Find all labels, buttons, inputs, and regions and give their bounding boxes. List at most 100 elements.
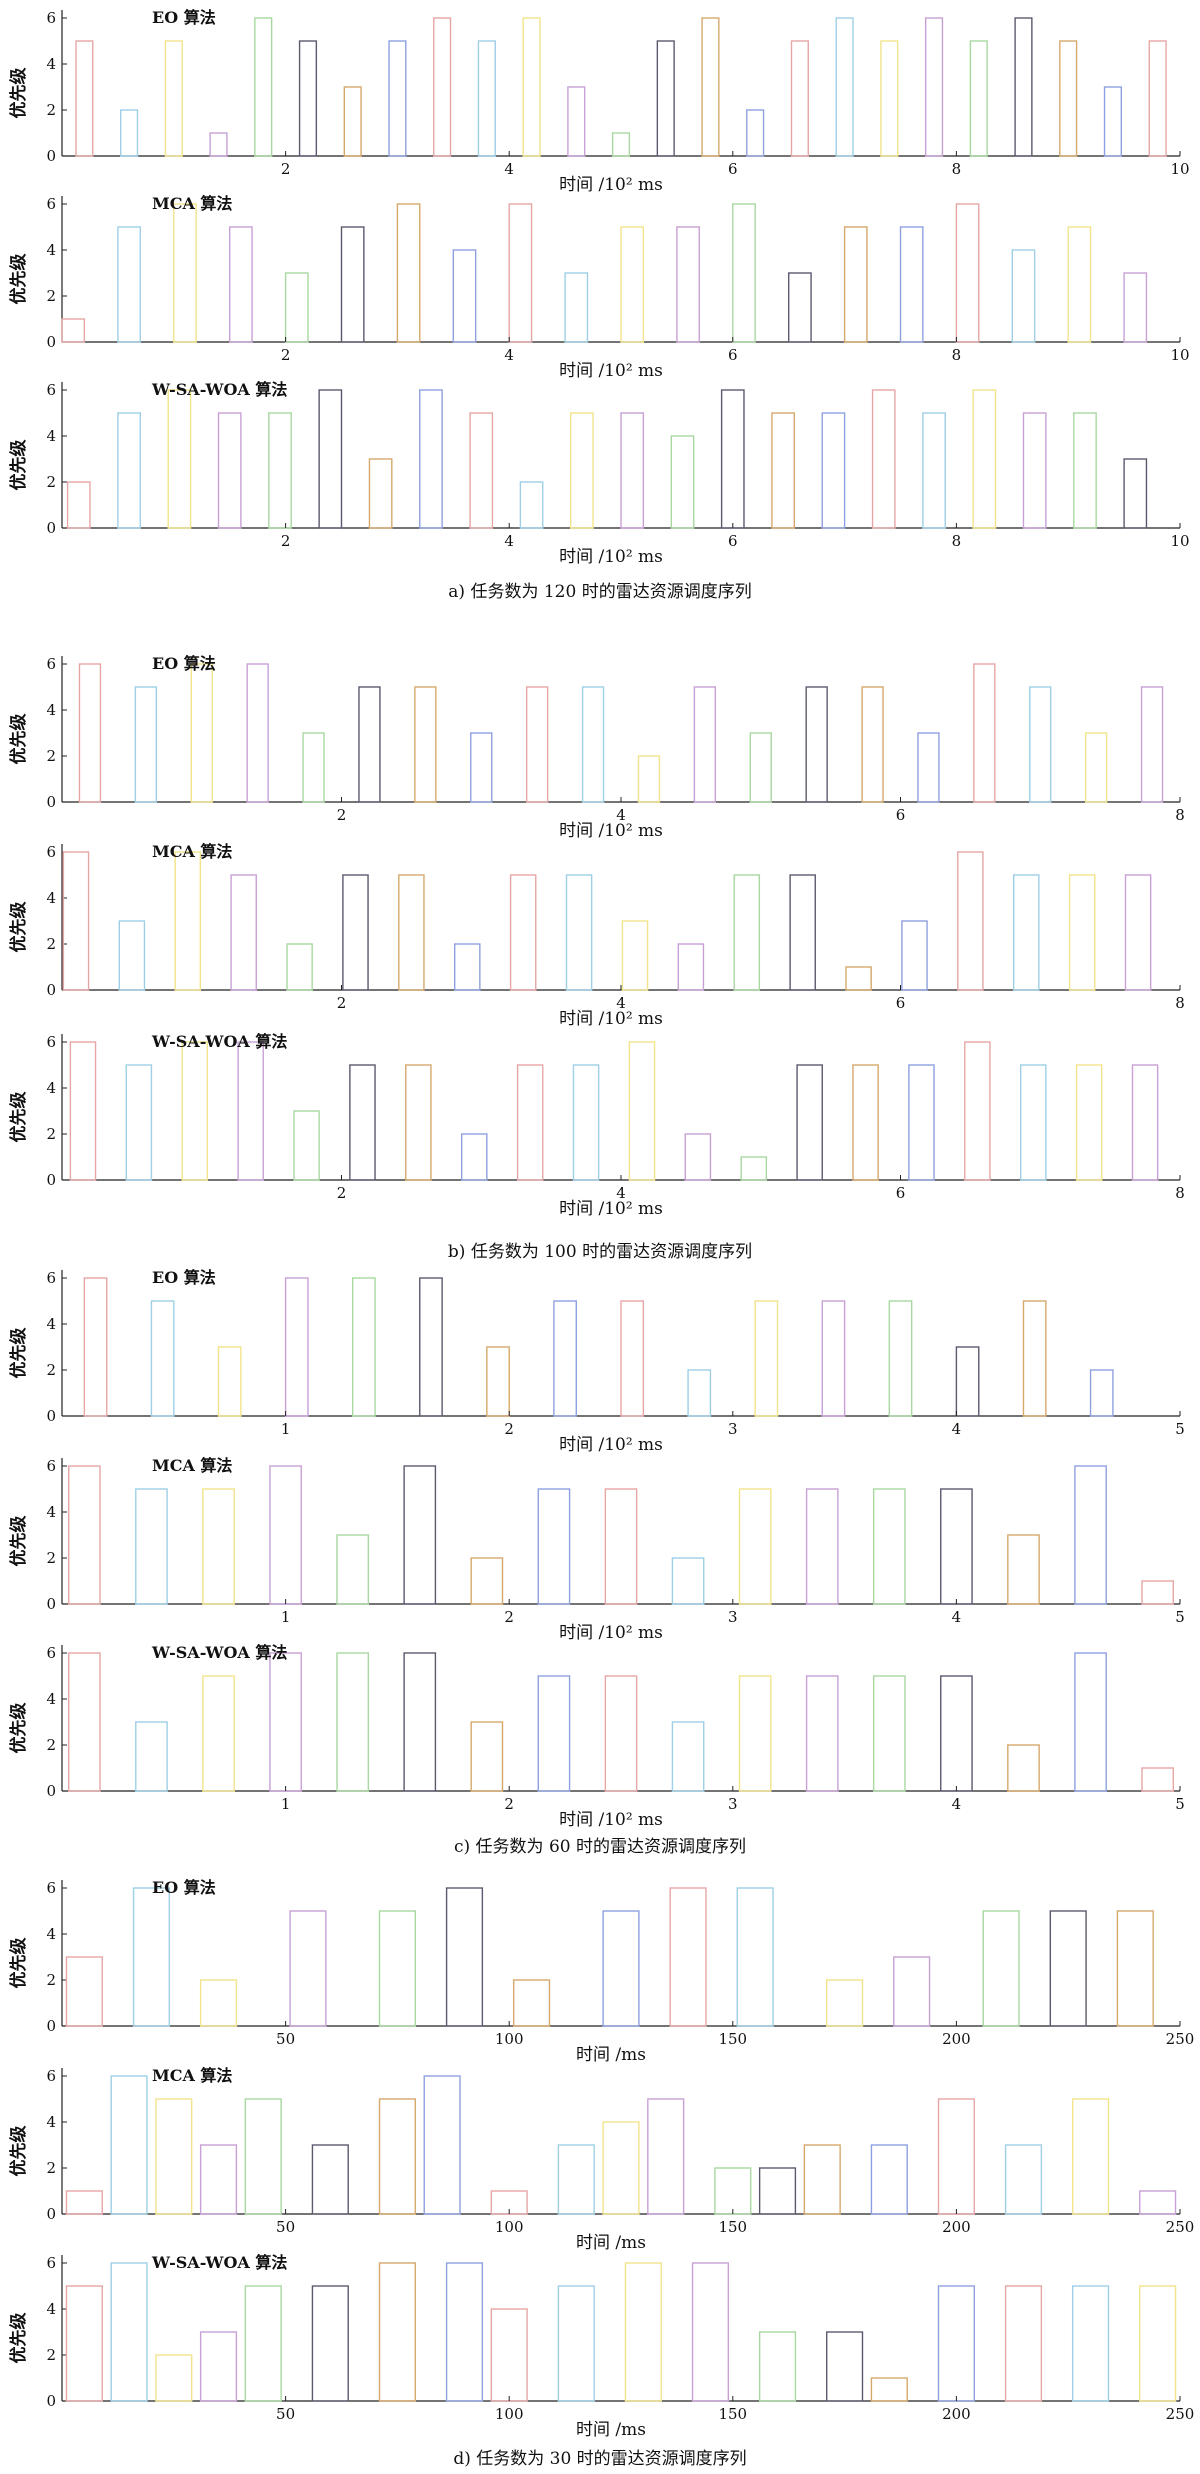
x-tick-label: 2 [281,160,291,178]
bar [796,1064,823,1181]
bar [1148,40,1167,157]
y-tick-label: 0 [46,519,56,537]
y-tick-label: 2 [46,1736,56,1754]
bar [336,1534,370,1605]
y-tick-label: 0 [46,2205,56,2223]
x-axis-label: 时间 /10² ms [559,821,663,841]
x-tick-label: 5 [1175,1608,1185,1626]
bar [872,1488,906,1605]
bar [1141,1767,1174,1792]
bar [771,412,795,529]
y-tick-label: 6 [46,195,56,213]
x-tick-label: 10 [1170,346,1189,364]
bar [1007,1744,1040,1792]
bar [246,663,269,803]
bar [805,686,828,803]
bar [1123,272,1148,343]
bar [1059,40,1078,157]
y-tick-label: 6 [46,1269,56,1287]
bar [286,943,313,991]
y-tick-label: 0 [46,981,56,999]
bar [1116,1910,1154,2027]
y-tick-label: 6 [46,1879,56,1897]
bar [790,40,809,157]
x-tick-label: 6 [896,994,906,1012]
bar [964,1041,991,1181]
bar [519,481,544,529]
bar [209,132,228,157]
bar [701,17,720,157]
figure-caption: a) 任务数为 120 时的雷达资源调度序列 [448,582,751,602]
bar [298,40,318,157]
bar [403,1652,437,1792]
bar [852,1064,879,1181]
y-tick-label: 6 [46,381,56,399]
x-tick-label: 200 [942,2405,971,2423]
bar [691,2262,730,2402]
x-tick-label: 6 [896,1184,906,1202]
y-tick-label: 2 [46,2159,56,2177]
bar [647,2098,685,2215]
x-tick-label: 50 [276,2030,295,2048]
bar [433,17,452,157]
bar [173,203,197,343]
bar [135,1488,168,1605]
bar [872,1675,906,1792]
bar [620,1300,645,1417]
bar [637,755,661,803]
x-tick-label: 3 [728,1608,738,1626]
bar [318,389,343,529]
panel-title: W-SA-WOA 算法 [151,2253,287,2272]
bar [553,1300,577,1417]
x-axis-label: 时间 /10² ms [559,361,663,381]
y-axis-label: 优先级 [8,2126,29,2177]
bar [470,1721,504,1792]
bar [155,2098,193,2215]
panel-title: EO 算法 [152,1268,216,1287]
y-tick-label: 4 [46,2300,56,2318]
bar [512,1979,551,2027]
x-tick-label: 100 [495,2030,524,2048]
bar [460,1133,488,1181]
bar [1007,1534,1040,1605]
bar [621,920,649,991]
x-tick-label: 150 [718,2030,747,2048]
bar [940,1488,973,1605]
y-tick-label: 0 [46,1782,56,1800]
y-tick-label: 2 [46,1361,56,1379]
y-tick-label: 6 [46,1033,56,1051]
bar [1071,2285,1110,2402]
bar [1004,2285,1043,2402]
bar [1074,1652,1107,1792]
bar [378,2098,416,2215]
bar [1089,1369,1114,1417]
y-axis-label: 优先级 [8,68,29,119]
bar [398,874,425,991]
bar [78,663,102,803]
bar [486,1346,510,1417]
bar [181,1041,209,1181]
x-tick-label: 8 [952,346,962,364]
y-axis-label: 优先级 [8,2313,29,2364]
x-tick-label: 6 [728,346,738,364]
bar [244,2098,282,2215]
x-tick-label: 200 [942,2218,971,2236]
bar [937,2285,975,2402]
x-axis-label: 时间 /ms [576,2420,646,2440]
bar [888,1300,913,1417]
bar [1141,1580,1174,1605]
bar [228,226,253,343]
y-tick-label: 4 [46,55,56,73]
x-tick-label: 50 [276,2405,295,2423]
y-tick-label: 6 [46,9,56,27]
y-tick-label: 0 [46,333,56,351]
y-tick-label: 0 [46,2017,56,2035]
bar [901,920,928,991]
bar [572,1064,600,1181]
